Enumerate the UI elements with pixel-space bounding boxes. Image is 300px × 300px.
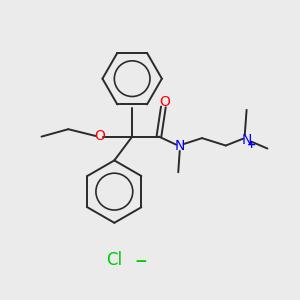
Text: N: N (175, 139, 185, 152)
Text: Cl: Cl (106, 251, 122, 269)
Text: O: O (160, 95, 171, 110)
Text: −: − (135, 254, 148, 269)
Text: O: O (94, 129, 105, 143)
Text: +: + (247, 140, 256, 150)
Text: N: N (242, 133, 252, 147)
